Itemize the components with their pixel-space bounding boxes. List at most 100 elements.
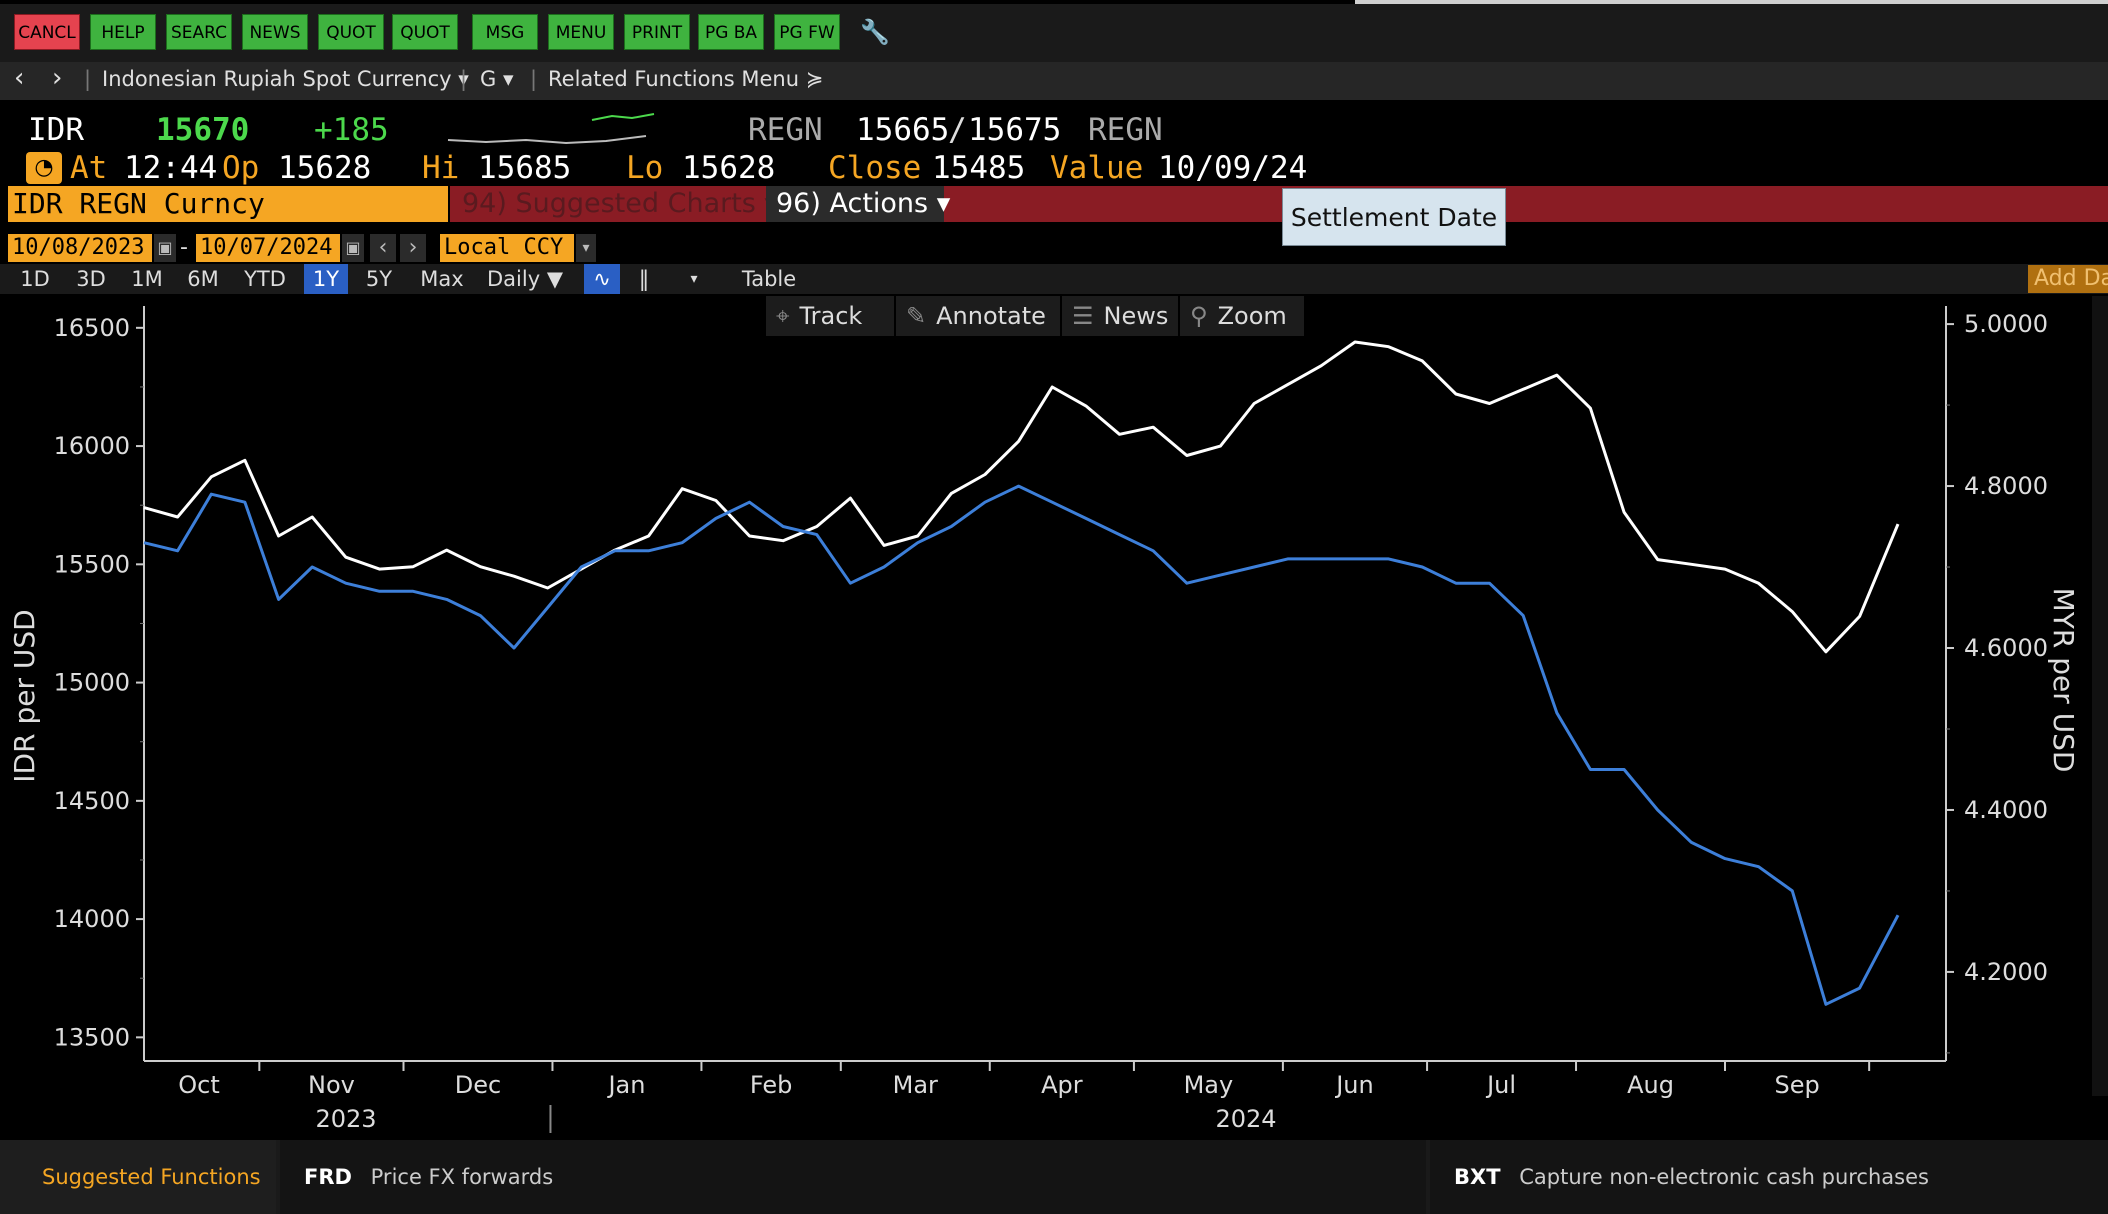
month-label: Feb xyxy=(750,1071,793,1099)
left-tick-label: 14500 xyxy=(54,787,130,815)
open-label: Op xyxy=(222,150,260,186)
chart-type-dropdown-icon[interactable]: ▾ xyxy=(690,271,698,287)
ask-price: 15675 xyxy=(968,112,1062,148)
low-price: 15628 xyxy=(682,150,776,186)
month-label: May xyxy=(1184,1071,1234,1099)
right-tick-label: 4.4000 xyxy=(1964,796,2048,824)
periodicity-select[interactable]: Daily ▼ xyxy=(487,267,563,291)
price-chart[interactable]: 16500 16000 15500 15000 14500 14000 13500 5.000… xyxy=(0,296,2090,1140)
month-label: Dec xyxy=(455,1071,501,1099)
actions-number: 96) xyxy=(776,188,821,219)
range-1d-button[interactable]: 1D xyxy=(20,267,50,291)
month-label: Aug xyxy=(1627,1071,1674,1099)
page-forward-button[interactable]: PG FW xyxy=(774,14,840,50)
date-next-button[interactable]: › xyxy=(400,234,426,262)
track-button[interactable]: ⌖ Track xyxy=(766,296,894,336)
top-edge xyxy=(0,0,1355,4)
right-tick-label: 4.6000 xyxy=(1964,634,2048,662)
range-3d-button[interactable]: 3D xyxy=(76,267,106,291)
suggested-charts-button[interactable]: 94) Suggested Charts ▾ xyxy=(462,188,778,219)
right-axis-title: MYR per USD xyxy=(2047,588,2080,773)
quote-time: 12:44 xyxy=(124,150,218,186)
left-tick-label: 16500 xyxy=(54,314,130,342)
related-functions-menu[interactable]: Related Functions Menu ≽ xyxy=(548,67,824,91)
back-arrow-icon[interactable]: ‹ xyxy=(14,63,25,93)
end-date-field[interactable]: 10/07/2024 xyxy=(196,234,340,262)
month-label: Sep xyxy=(1774,1071,1819,1099)
security-field[interactable]: IDR REGN Curncy xyxy=(8,186,448,222)
g-menu[interactable]: G ▾ xyxy=(480,67,514,91)
date-dash: - xyxy=(180,235,188,260)
month-label: Nov xyxy=(308,1071,355,1099)
price-change: +185 xyxy=(314,112,389,148)
annotate-button[interactable]: ✎ Annotate xyxy=(896,296,1060,336)
breadcrumb: ‹ › | Indonesian Rupiah Spot Currency ▾ … xyxy=(0,62,2108,100)
security-menu[interactable]: Indonesian Rupiah Spot Currency ▾ xyxy=(102,67,469,91)
gauge-icon: ◔ xyxy=(26,152,62,184)
plot-area xyxy=(144,306,1946,1061)
add-data-button[interactable]: Add Da xyxy=(2028,265,2108,293)
sparkline-icon xyxy=(447,113,655,145)
year-label: 2024 xyxy=(1215,1105,1276,1133)
bxt-function[interactable]: BXT Capture non-electronic cash purchase… xyxy=(1430,1140,2108,1214)
end-calendar-icon[interactable]: ▣ xyxy=(342,234,364,262)
cancel-button[interactable]: CANCL xyxy=(14,14,80,50)
print-button[interactable]: PRINT xyxy=(624,14,690,50)
menu-button[interactable]: MENU xyxy=(548,14,614,50)
quote-button-1[interactable]: QUOT xyxy=(318,14,384,50)
at-label: At xyxy=(70,150,108,186)
close-price: 15485 xyxy=(932,150,1026,186)
help-button[interactable]: HELP xyxy=(90,14,156,50)
zoom-label: Zoom xyxy=(1217,302,1287,330)
line-chart-icon[interactable]: ∿ xyxy=(584,264,620,294)
divider: | xyxy=(530,67,538,91)
divider: | xyxy=(460,67,468,91)
range-5y-button[interactable]: 5Y xyxy=(365,267,393,291)
quote-button-2[interactable]: QUOT xyxy=(392,14,458,50)
range-6m-button[interactable]: 6M xyxy=(187,267,219,291)
side-panel-strip xyxy=(2092,296,2108,1096)
bid-source: REGN xyxy=(748,112,823,148)
myr-series-line xyxy=(143,484,1900,1006)
currency-dropdown-icon[interactable]: ▾ xyxy=(576,234,596,262)
left-tick-label: 14000 xyxy=(54,905,130,933)
track-label: Track xyxy=(799,302,863,330)
range-max-button[interactable]: Max xyxy=(420,267,464,291)
range-ytd-button[interactable]: YTD xyxy=(244,267,286,291)
value-label: Value xyxy=(1050,150,1144,186)
crosshair-icon: ⌖ xyxy=(776,302,790,330)
ticker-symbol: IDR xyxy=(28,112,84,148)
currency-select[interactable]: Local CCY xyxy=(440,234,574,262)
left-tick-label: 15000 xyxy=(54,669,130,697)
right-tick-label: 4.8000 xyxy=(1964,472,2048,500)
frd-function[interactable]: FRD Price FX forwards xyxy=(280,1140,1426,1214)
frd-description: Price FX forwards xyxy=(370,1165,554,1189)
left-axis-title: IDR per USD xyxy=(8,609,41,782)
idr-series-line xyxy=(143,340,1900,654)
bar-chart-icon[interactable]: ‖ xyxy=(638,267,650,291)
range-1y-button[interactable]: 1Y xyxy=(304,264,348,294)
wrench-icon[interactable]: 🔧 xyxy=(860,18,890,46)
msg-button[interactable]: MSG xyxy=(472,14,538,50)
left-tick-label: 13500 xyxy=(54,1023,130,1051)
search-button[interactable]: SEARC xyxy=(166,14,232,50)
start-date-field[interactable]: 10/08/2023 xyxy=(8,234,152,262)
last-price: 15670 xyxy=(156,112,250,148)
start-calendar-icon[interactable]: ▣ xyxy=(154,234,176,262)
zoom-button[interactable]: ⚲ Zoom xyxy=(1180,296,1304,336)
month-label: Jan xyxy=(606,1071,645,1099)
frd-code: FRD xyxy=(304,1165,352,1189)
page-back-button[interactable]: PG BA xyxy=(698,14,764,50)
table-button[interactable]: Table xyxy=(741,267,797,291)
news-button[interactable]: NEWS xyxy=(242,14,308,50)
left-tick-label: 16000 xyxy=(54,432,130,460)
range-1m-button[interactable]: 1M xyxy=(131,267,163,291)
forward-arrow-icon[interactable]: › xyxy=(52,63,63,93)
settlement-date-tooltip: Settlement Date xyxy=(1282,188,1506,246)
value-date: 10/09/24 xyxy=(1158,150,1308,186)
date-prev-button[interactable]: ‹ xyxy=(370,234,396,262)
function-bar: CANCL HELP SEARC NEWS QUOT QUOT MSG MENU… xyxy=(0,0,2108,62)
actions-button[interactable]: 96) Actions ▾ xyxy=(766,186,950,222)
news-chart-button[interactable]: ☰ News xyxy=(1062,296,1178,336)
chart-toolbar: ⌖ Track ✎ Annotate ☰ News ⚲ Zoom xyxy=(766,296,1306,336)
